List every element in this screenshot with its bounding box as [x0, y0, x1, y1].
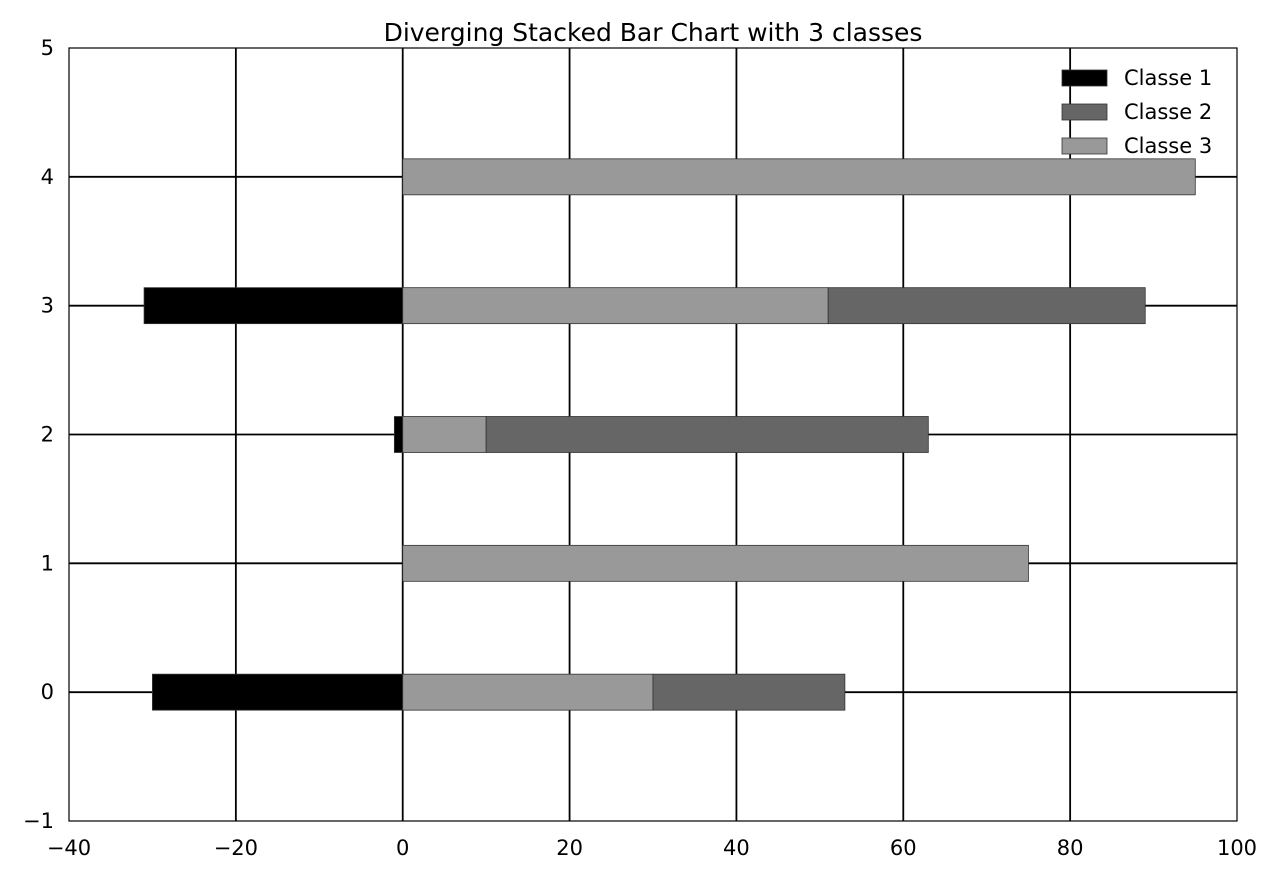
- y-tick-label: 4: [41, 165, 54, 189]
- plot-frame: [68, 47, 1238, 822]
- y-tick-label: 2: [41, 423, 54, 447]
- x-tick-label: 80: [1057, 836, 1084, 860]
- y-tick-label: 0: [41, 680, 54, 704]
- x-tick-label: −20: [214, 836, 258, 860]
- bar-segment: [143, 287, 404, 325]
- y-tick-label: 3: [41, 294, 54, 318]
- legend-swatch: [1061, 103, 1108, 121]
- bar-segment: [827, 287, 1146, 325]
- bar-segment: [393, 416, 404, 453]
- legend-swatch: [1061, 69, 1108, 87]
- bar-segment: [402, 287, 829, 325]
- x-tick-label: 60: [890, 836, 917, 860]
- legend: Classe 1 Classe 2 Classe 3: [1061, 66, 1212, 158]
- y-axis-ticks: −1 0 1 2 3 4 5: [23, 36, 54, 833]
- bar-segment: [402, 673, 654, 711]
- legend-label: Classe 2: [1124, 100, 1212, 124]
- legend-label: Classe 1: [1124, 66, 1212, 90]
- y-tick-label: 5: [41, 36, 54, 60]
- x-tick-label: 0: [396, 836, 409, 860]
- bar-segment: [402, 416, 487, 453]
- bar-segment: [652, 673, 846, 711]
- x-tick-label: 100: [1217, 836, 1257, 860]
- bar-segment: [402, 158, 1196, 196]
- y-tick-label: 1: [41, 551, 54, 575]
- legend-swatch: [1061, 137, 1108, 155]
- chart-title: Diverging Stacked Bar Chart with 3 class…: [384, 18, 923, 47]
- bars: [143, 158, 1196, 711]
- legend-label: Classe 3: [1124, 134, 1212, 158]
- bar-segment: [152, 673, 404, 711]
- x-tick-label: 20: [556, 836, 583, 860]
- x-axis-ticks: −40 −20 0 20 40 60 80 100: [47, 836, 1257, 860]
- y-tick-label: −1: [23, 809, 54, 833]
- x-tick-label: −40: [47, 836, 91, 860]
- bar-segment: [485, 416, 929, 453]
- x-tick-label: 40: [723, 836, 750, 860]
- bar-segment: [402, 544, 1029, 582]
